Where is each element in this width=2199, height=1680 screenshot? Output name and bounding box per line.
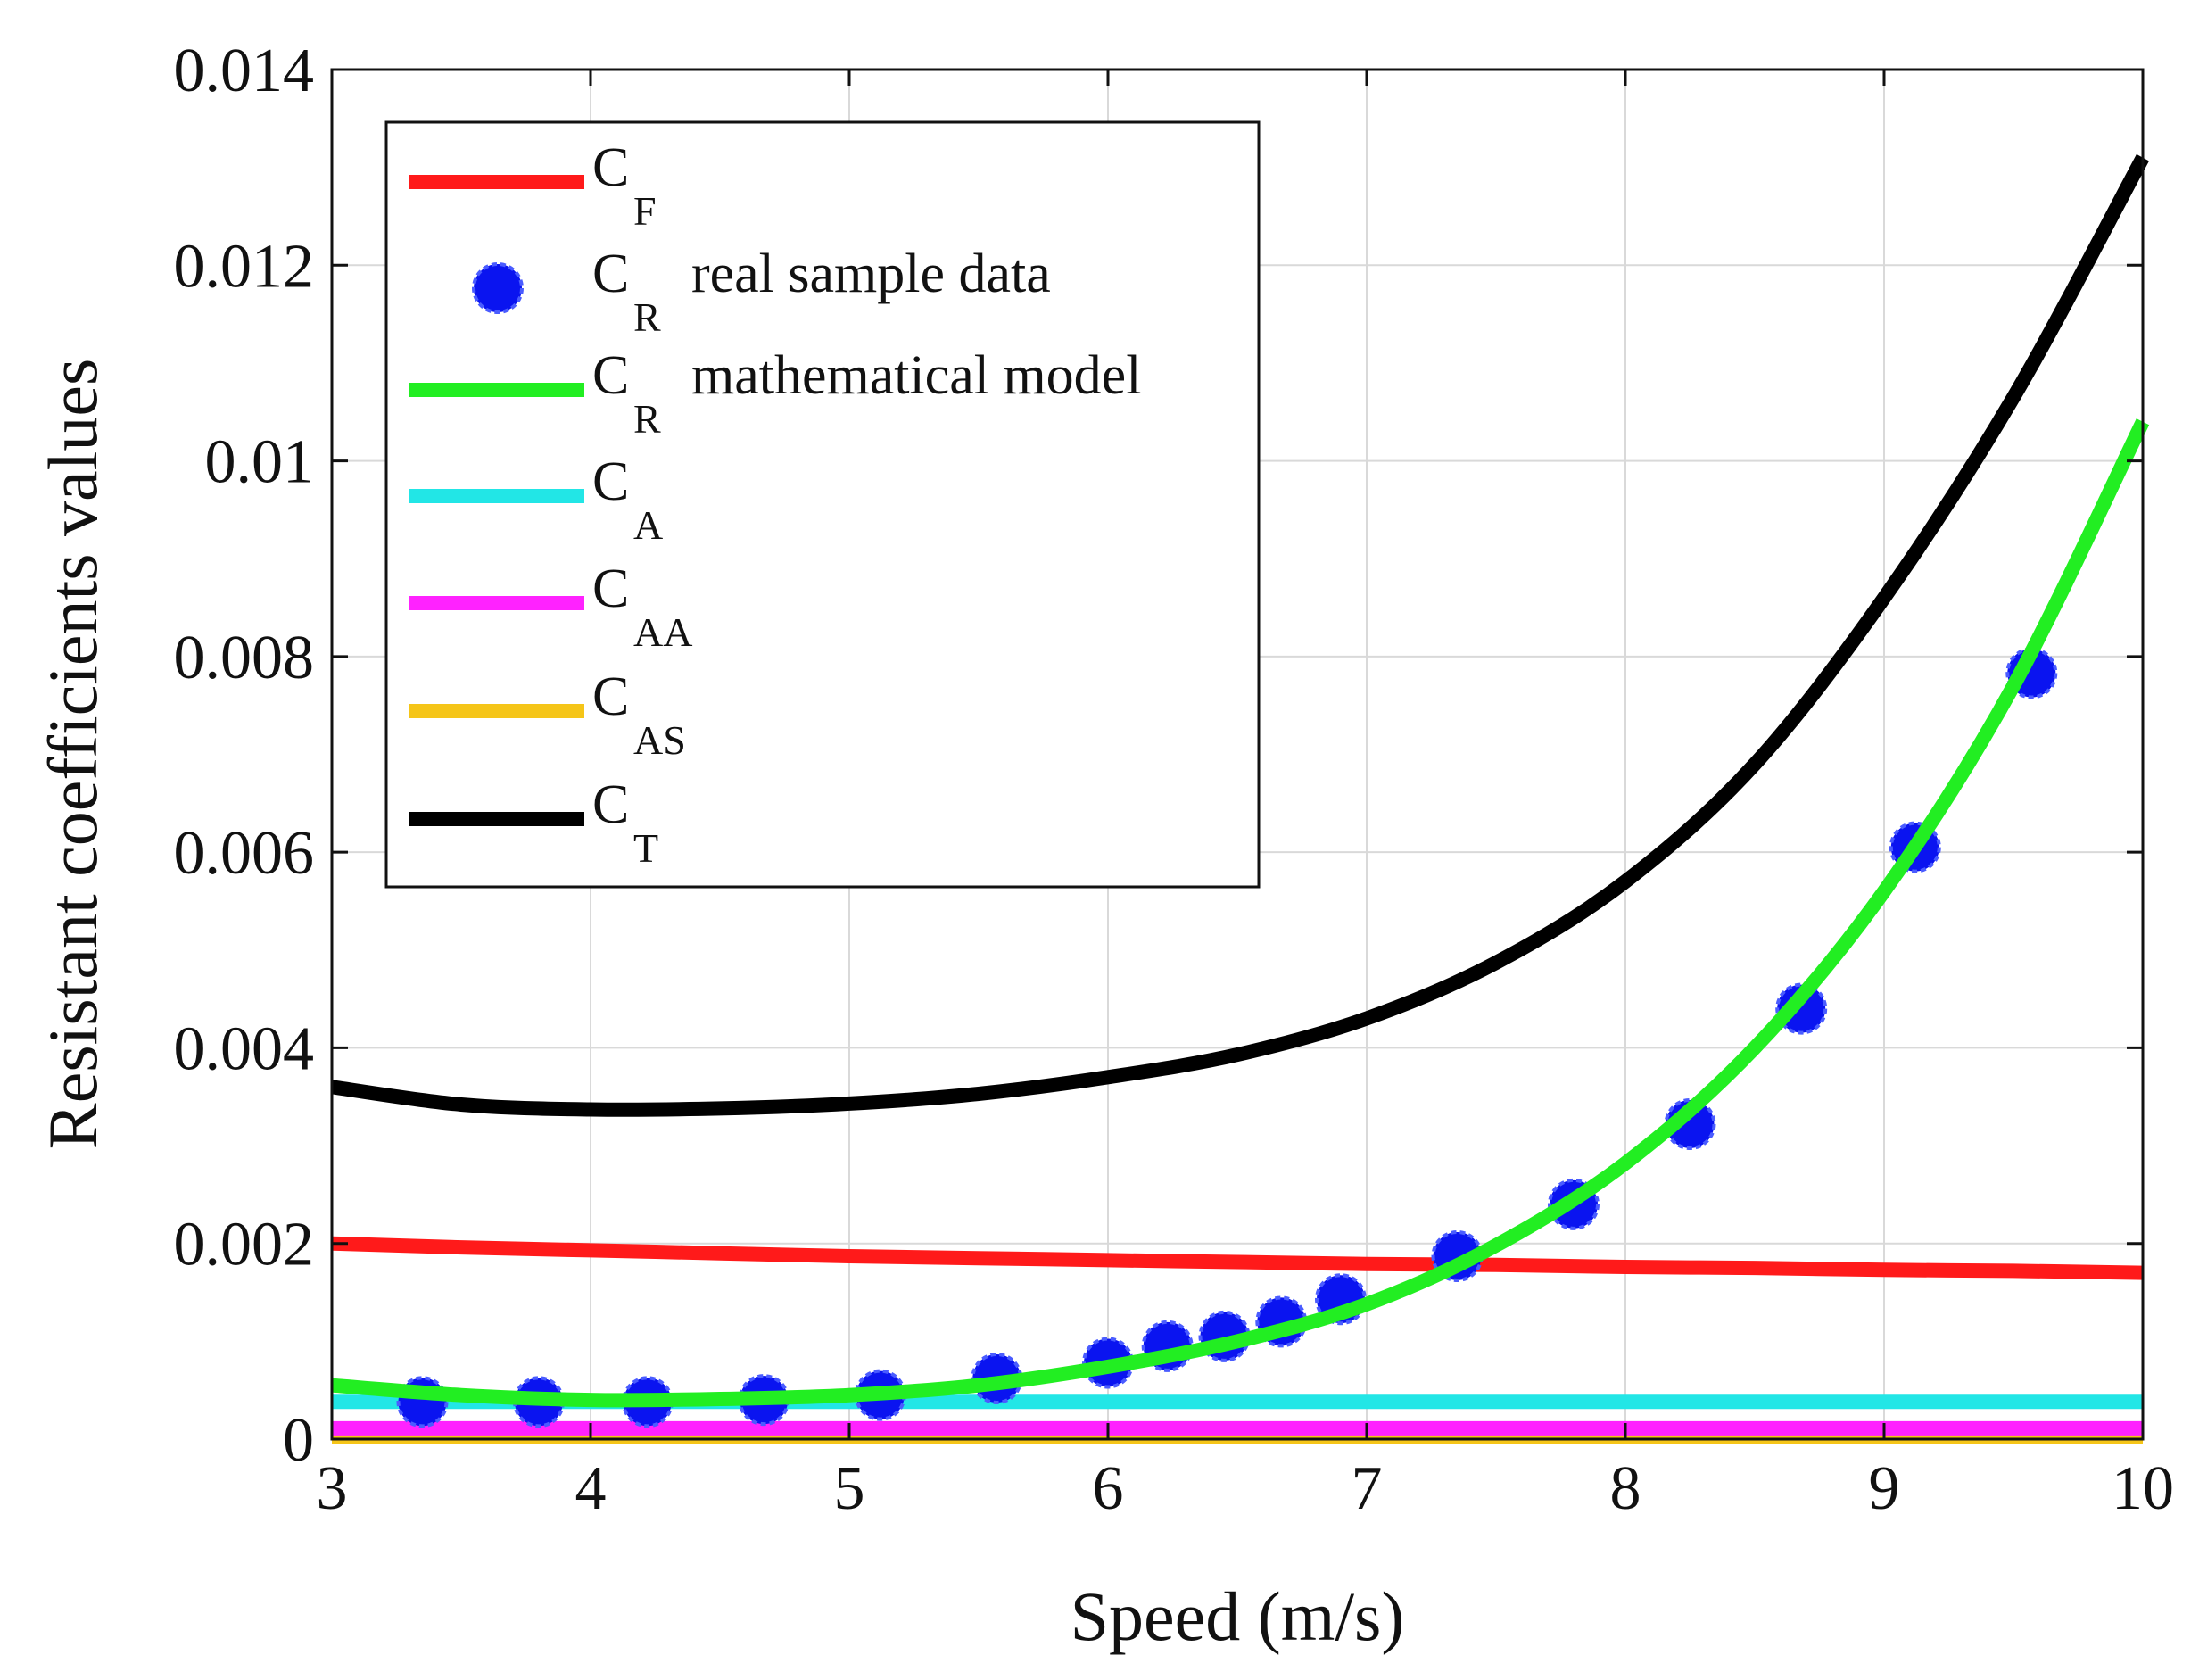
legend-box bbox=[384, 120, 1261, 889]
legend-label-c-a: C bbox=[592, 451, 629, 512]
legend-subscript-c-r-mathematical-model: R bbox=[633, 396, 661, 442]
y-tick-label: 0.01 bbox=[205, 428, 315, 497]
plot-frame bbox=[330, 68, 2145, 1441]
y-axis-label: Resistant coefficients values bbox=[34, 359, 112, 1150]
y-tick-label: 0.014 bbox=[174, 37, 315, 105]
legend-label-c-r-mathematical-model: C bbox=[592, 345, 629, 406]
x-tick-label: 6 bbox=[1093, 1454, 1124, 1523]
legend-suffix-c-r-mathematical-model: mathematical model bbox=[691, 345, 1141, 406]
series-line-c-t bbox=[330, 153, 2150, 1117]
series-line-c-r-mathematical-model bbox=[331, 418, 2150, 1408]
x-tick-label: 9 bbox=[1869, 1454, 1900, 1523]
legend-subscript-c-a: A bbox=[633, 502, 663, 548]
legend-subscript-c-f: F bbox=[633, 188, 657, 234]
x-tick-label: 8 bbox=[1610, 1454, 1641, 1523]
x-tick-label: 5 bbox=[834, 1454, 865, 1523]
legend-subscript-c-t: T bbox=[633, 825, 658, 871]
legend-suffix-c-r-real-sample-data: real sample data bbox=[691, 244, 1051, 304]
legend-subscript-c-as: AS bbox=[633, 717, 686, 763]
legend-subscript-c-r-real-sample-data: R bbox=[633, 294, 661, 340]
legend-label-c-t: C bbox=[592, 774, 629, 835]
y-tick-label: 0.008 bbox=[174, 624, 315, 692]
x-tick-label: 3 bbox=[317, 1454, 348, 1523]
y-axis-ticks: 0 0.002 0.004 0.006 0.008 0.01 0.012 0.014 bbox=[174, 37, 2143, 1475]
y-tick-label: 0.006 bbox=[174, 819, 315, 888]
legend-label-c-aa: C bbox=[592, 559, 629, 619]
series-line-c-f bbox=[331, 1236, 2144, 1280]
x-tick-label: 7 bbox=[1352, 1454, 1383, 1523]
x-axis-ticks: 3 4 5 6 7 8 9 10 bbox=[317, 70, 2174, 1523]
x-tick-label: 4 bbox=[575, 1454, 607, 1523]
x-tick-label: 10 bbox=[2112, 1454, 2174, 1523]
legend-label-c-f: C bbox=[592, 137, 629, 198]
legend-label-c-as: C bbox=[592, 666, 629, 727]
series-lines bbox=[330, 153, 2150, 1444]
y-tick-label: 0.002 bbox=[174, 1211, 315, 1279]
y-tick-label: 0.004 bbox=[174, 1014, 315, 1083]
y-tick-label: 0.012 bbox=[174, 232, 315, 301]
legend-marker-c-r-real-sample-data bbox=[472, 262, 524, 314]
x-axis-label: Speed (m/s) bbox=[1071, 1577, 1405, 1655]
y-tick-label: 0 bbox=[283, 1406, 314, 1475]
legend-label-c-r-real-sample-data: C bbox=[592, 244, 629, 304]
legend-subscript-c-aa: AA bbox=[633, 609, 692, 655]
